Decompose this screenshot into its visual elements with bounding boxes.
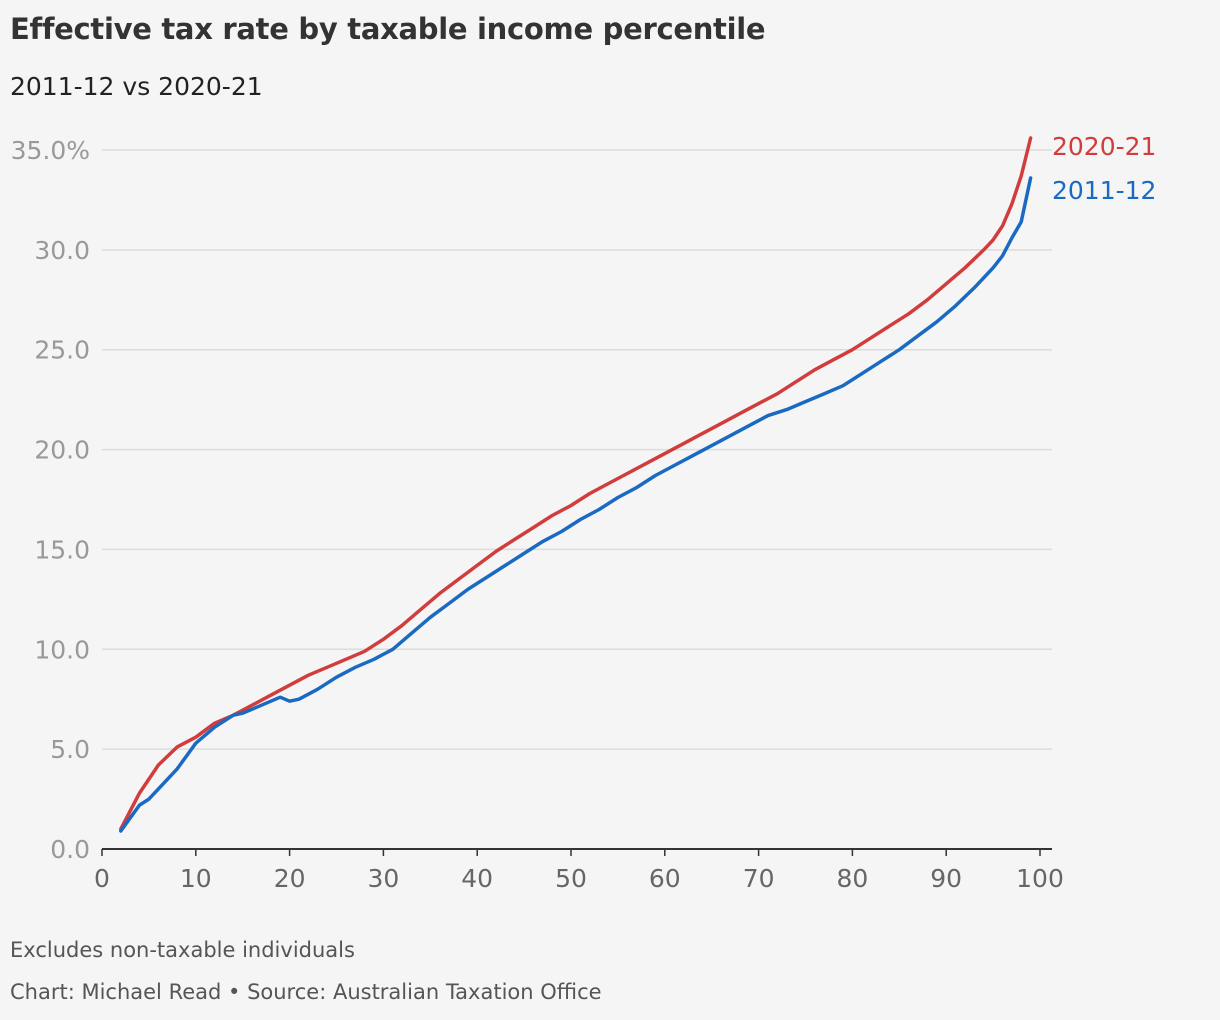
chart-title: Effective tax rate by taxable income per… [10,12,766,46]
x-tick-label: 100 [1016,864,1064,893]
y-tick-label: 30.0 [34,236,90,265]
chart-subtitle: 2011-12 vs 2020-21 [10,72,263,101]
series-labels: 2020-21 2011-12 [1052,132,1156,205]
x-tick-label: 50 [555,864,587,893]
y-tick-label: 25.0 [34,336,90,365]
x-tick-label: 30 [367,864,399,893]
x-axis: 0 10 20 30 40 50 60 70 80 90 100 [94,848,1064,893]
series-line-2020-21 [119,136,1033,831]
x-tick-label: 20 [274,864,306,893]
series-lines [119,136,1033,833]
y-tick-label: 5.0 [50,735,90,764]
y-tick-label: 35.0% [11,136,90,165]
chart-note: Excludes non-taxable individuals [10,938,355,962]
y-tick-label: 20.0 [34,436,90,465]
series-line-2011-12 [119,176,1033,833]
series-label-2011-12: 2011-12 [1052,176,1156,205]
x-tick-label: 60 [649,864,681,893]
x-tick-label: 0 [94,864,110,893]
x-tick-label: 40 [461,864,493,893]
grid-lines [102,149,1052,750]
y-tick-label: 10.0 [34,635,90,664]
line-chart: 0.0 5.0 10.0 15.0 20.0 25.0 30.0 35.0% 0 10 20 30 4… [11,132,1157,893]
x-tick-label: 70 [743,864,775,893]
x-tick-label: 90 [930,864,962,893]
x-tick-label: 80 [836,864,868,893]
y-tick-label: 15.0 [34,535,90,564]
y-axis-tick-labels: 0.0 5.0 10.0 15.0 20.0 25.0 30.0 35.0% [11,136,90,864]
y-tick-label: 0.0 [50,835,90,864]
chart-credit: Chart: Michael Read • Source: Australian… [10,980,602,1004]
series-label-2020-21: 2020-21 [1052,132,1156,161]
x-tick-label: 10 [180,864,212,893]
